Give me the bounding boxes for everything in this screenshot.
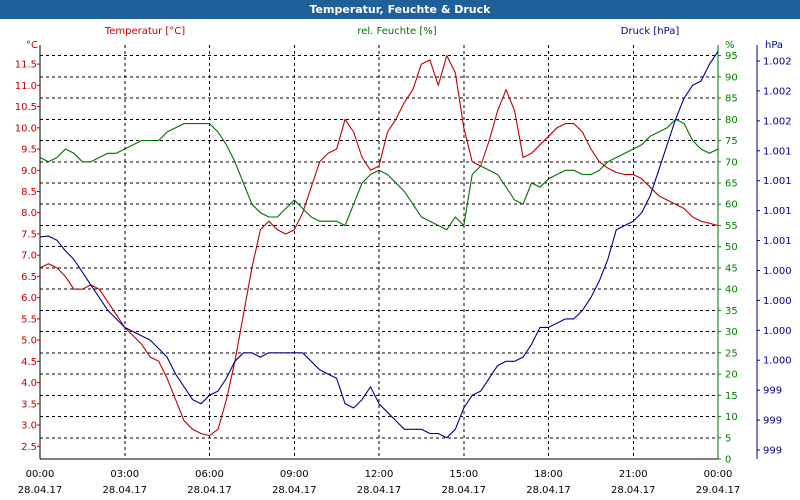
left-tick-label: 8.5 bbox=[21, 187, 37, 198]
humidity-tick-label: 25 bbox=[725, 348, 738, 359]
humidity-tick-label: 90 bbox=[725, 72, 738, 83]
legend-entry: Temperatur [°C] bbox=[104, 26, 185, 37]
left-tick-label: 6.5 bbox=[21, 272, 37, 283]
humidity-tick-label: 30 bbox=[725, 327, 738, 338]
humidity-tick-label: 0 bbox=[725, 455, 731, 466]
labels-group: 00:00 28.04.17 03:00 28.04.17 06:00 28.04.17 0… bbox=[15, 26, 792, 496]
left-tick-label: 3.0 bbox=[21, 421, 37, 432]
humidity-tick-label: 35 bbox=[725, 306, 738, 317]
humidity-tick-label: 65 bbox=[725, 179, 738, 190]
x-tick-date: 28.04.17 bbox=[526, 485, 571, 496]
left-tick-label: 5.0 bbox=[21, 336, 37, 347]
x-tick-time: 00:00 bbox=[704, 469, 733, 480]
pressure-tick-label: 1.001 bbox=[763, 206, 792, 217]
x-tick-date: 28.04.17 bbox=[272, 485, 317, 496]
x-tick-time: 18:00 bbox=[534, 469, 563, 480]
humidity-axis-unit: % bbox=[725, 40, 735, 51]
left-tick-label: 6.0 bbox=[21, 293, 37, 304]
left-tick-label: 11.5 bbox=[15, 60, 37, 71]
left-tick-label: 7.5 bbox=[21, 229, 37, 240]
left-tick-label: 7.0 bbox=[21, 251, 37, 262]
x-tick-date: 28.04.17 bbox=[102, 485, 147, 496]
pressure-tick-label: 1.001 bbox=[763, 176, 792, 187]
pressure-tick-label: 999 bbox=[763, 446, 782, 457]
x-tick-time: 06:00 bbox=[195, 469, 224, 480]
humidity-tick-label: 45 bbox=[725, 263, 738, 274]
grid bbox=[39, 45, 719, 460]
x-tick-date: 28.04.17 bbox=[18, 485, 63, 496]
left-tick-label: 9.5 bbox=[21, 145, 37, 156]
legend-entry: Druck [hPa] bbox=[621, 26, 680, 37]
left-tick-label: 3.5 bbox=[21, 399, 37, 410]
pressure-tick-label: 999 bbox=[763, 416, 782, 427]
x-tick-time: 12:00 bbox=[365, 469, 394, 480]
series-line bbox=[39, 51, 719, 439]
humidity-tick-label: 95 bbox=[725, 51, 738, 62]
humidity-tick-label: 5 bbox=[725, 433, 731, 444]
left-tick-label: 8.0 bbox=[21, 208, 37, 219]
x-tick-date: 28.04.17 bbox=[611, 485, 656, 496]
humidity-tick-label: 40 bbox=[725, 285, 738, 296]
x-tick-time: 15:00 bbox=[449, 469, 478, 480]
pressure-tick-label: 1.002 bbox=[763, 57, 792, 68]
humidity-tick-label: 75 bbox=[725, 136, 738, 147]
left-tick-label: 10.5 bbox=[15, 102, 37, 113]
pressure-tick-label: 1.002 bbox=[763, 116, 792, 127]
humidity-tick-label: 60 bbox=[725, 200, 738, 211]
humidity-tick-label: 80 bbox=[725, 115, 738, 126]
series-line bbox=[39, 55, 719, 437]
series-group bbox=[39, 51, 719, 439]
humidity-tick-label: 10 bbox=[725, 412, 738, 423]
pressure-tick-label: 1.000 bbox=[763, 356, 792, 367]
x-tick-date: 29.04.17 bbox=[696, 485, 741, 496]
x-tick-time: 00:00 bbox=[26, 469, 55, 480]
pressure-tick-label: 1.000 bbox=[763, 326, 792, 337]
chart-title: Temperatur, Feuchte & Druck bbox=[0, 0, 800, 19]
x-tick-time: 03:00 bbox=[110, 469, 139, 480]
left-tick-label: 11.0 bbox=[15, 81, 37, 92]
left-tick-label: 4.5 bbox=[21, 357, 37, 368]
plot-frame bbox=[37, 45, 760, 460]
pressure-tick-label: 1.000 bbox=[763, 266, 792, 277]
humidity-tick-label: 55 bbox=[725, 221, 738, 232]
left-axis-unit: °C bbox=[26, 40, 38, 51]
left-tick-label: 9.0 bbox=[21, 166, 37, 177]
humidity-tick-label: 85 bbox=[725, 94, 738, 105]
pressure-tick-label: 1.001 bbox=[763, 146, 792, 157]
x-tick-date: 28.04.17 bbox=[441, 485, 486, 496]
x-tick-date: 28.04.17 bbox=[357, 485, 402, 496]
humidity-tick-label: 20 bbox=[725, 370, 738, 381]
series-line bbox=[39, 118, 719, 231]
humidity-tick-label: 50 bbox=[725, 242, 738, 253]
legend-entry: rel. Feuchte [%] bbox=[357, 26, 436, 37]
pressure-tick-label: 1.002 bbox=[763, 86, 792, 97]
humidity-tick-label: 15 bbox=[725, 391, 738, 402]
left-tick-label: 5.5 bbox=[21, 314, 37, 325]
pressure-tick-label: 1.000 bbox=[763, 296, 792, 307]
x-tick-time: 09:00 bbox=[280, 469, 309, 480]
left-tick-label: 4.0 bbox=[21, 378, 37, 389]
x-tick-date: 28.04.17 bbox=[187, 485, 232, 496]
x-tick-time: 21:00 bbox=[619, 469, 648, 480]
pressure-tick-label: 1.001 bbox=[763, 236, 792, 247]
left-tick-label: 10.0 bbox=[15, 123, 37, 134]
pressure-tick-label: 999 bbox=[763, 386, 782, 397]
left-tick-label: 2.5 bbox=[21, 442, 37, 453]
humidity-tick-label: 70 bbox=[725, 157, 738, 168]
pressure-axis-unit: hPa bbox=[765, 40, 783, 51]
